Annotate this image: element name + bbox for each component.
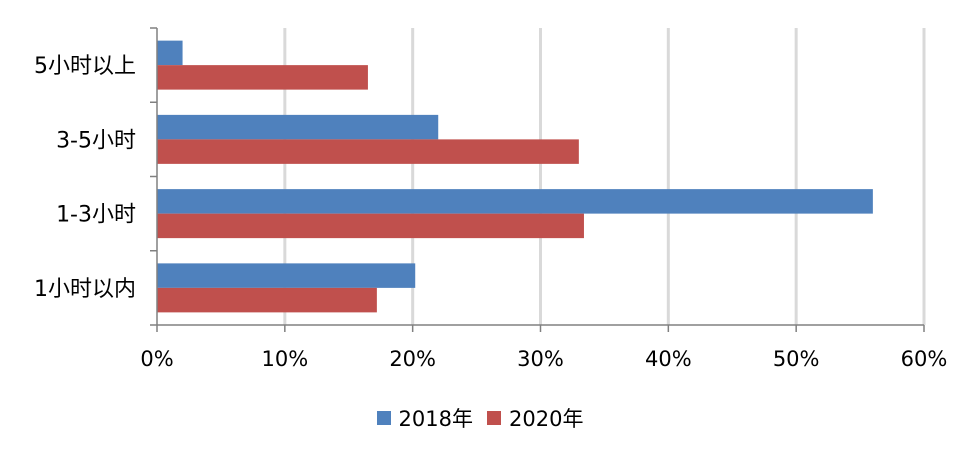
legend-item-2018: 2018年	[376, 403, 473, 433]
bar	[157, 213, 584, 239]
legend-label-2020: 2020年	[509, 407, 584, 431]
legend: 2018年 2020年	[0, 403, 960, 433]
legend-swatch-2020	[487, 411, 501, 425]
x-tick-label: 60%	[901, 347, 948, 371]
bar	[157, 139, 579, 164]
category-label: 5小时以上	[34, 54, 136, 79]
category-label: 3-5小时	[56, 128, 136, 153]
x-tick-label: 20%	[389, 347, 436, 371]
legend-item-2020: 2020年	[487, 403, 583, 433]
bar	[157, 40, 183, 66]
x-tick-label: 0%	[140, 347, 173, 371]
bar-chart: 1小时以内 1-3小时 3-5小时 5小时以上 0% 10% 20% 30% 40% 50% 60%	[34, 27, 948, 371]
x-tick-label: 50%	[773, 347, 820, 371]
x-tick-label: 40%	[645, 347, 692, 371]
bar	[157, 263, 416, 288]
x-tick-label: 30%	[517, 347, 564, 371]
legend-label-2018: 2018年	[398, 407, 473, 431]
legend-swatch-2018	[376, 411, 391, 425]
x-tick-label: 10%	[261, 347, 308, 371]
bar	[157, 65, 368, 90]
category-label: 1小时以内	[34, 277, 136, 302]
category-label: 1-3小时	[56, 203, 136, 228]
bar	[157, 114, 439, 140]
bar	[157, 287, 377, 313]
bar	[157, 189, 873, 214]
